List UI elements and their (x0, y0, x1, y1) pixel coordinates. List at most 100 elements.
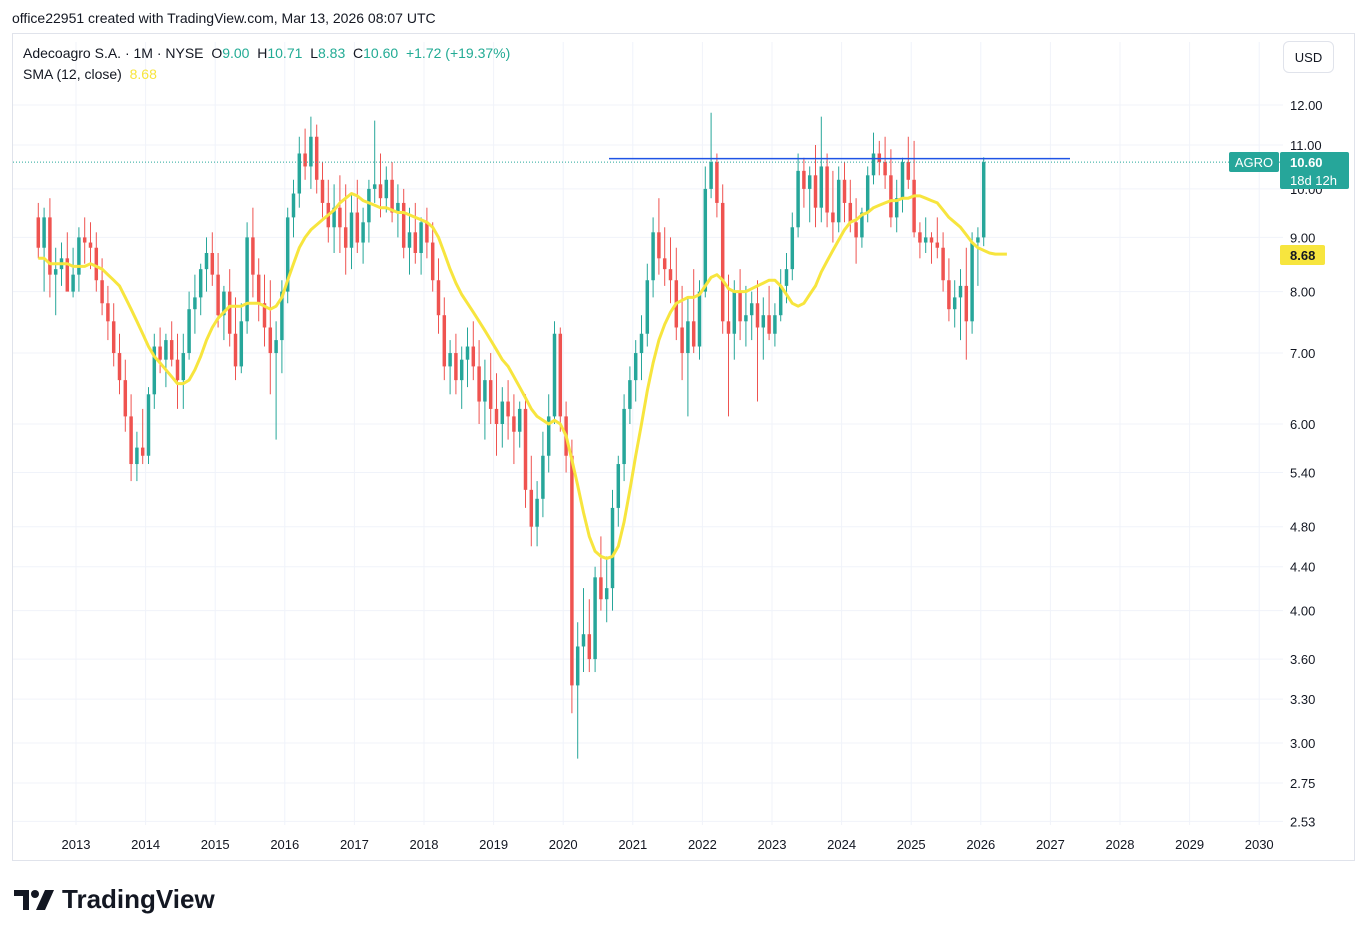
candle-body (106, 303, 110, 322)
candle-body (367, 188, 371, 223)
y-tick-label: 7.00 (1290, 346, 1315, 361)
time-axis[interactable]: 2013 2014 2015 2016 2017 2018 2019 2020 2021 2022… (62, 837, 1274, 852)
candle-body (198, 269, 203, 298)
indicator-legend[interactable]: SMA (12, close) 8.68 (23, 66, 157, 82)
candle-body (146, 394, 151, 456)
candle-body (239, 321, 244, 367)
candle-body (720, 202, 725, 322)
candle-body (831, 212, 835, 223)
candle-body (425, 222, 429, 243)
candle-body (396, 202, 400, 213)
candle-body (506, 401, 510, 417)
candle-body (181, 353, 186, 381)
candle-body (680, 327, 684, 354)
candle-body (500, 401, 505, 424)
created-by-line: office22951 created with TradingView.com… (12, 10, 436, 26)
candle-body (651, 232, 655, 281)
candle-body (668, 269, 673, 281)
x-tick-label: 2027 (1036, 837, 1065, 852)
candle-body (802, 170, 806, 189)
candle-body (53, 269, 58, 275)
candle-body (593, 577, 597, 660)
y-tick-label: 5.40 (1290, 465, 1315, 480)
ticker-tag-bg (1229, 152, 1279, 172)
candle-body (877, 153, 882, 163)
candle-body (175, 359, 180, 381)
candle-body (94, 247, 99, 281)
candle-body (929, 237, 934, 243)
candle-body (639, 333, 644, 354)
candle-body (378, 184, 383, 199)
candle-body (790, 227, 795, 270)
symbol-legend[interactable]: Adecoagro S.A. · 1M · NYSE O9.00 H10.71 … (23, 45, 510, 61)
high-label: H (257, 45, 268, 61)
candle-body (709, 162, 713, 189)
candle-body (100, 280, 104, 304)
candle-body (941, 247, 945, 281)
candle-body (135, 447, 139, 465)
candle-body (222, 291, 226, 316)
candle-body (616, 464, 621, 508)
candle-body (129, 416, 133, 465)
candle-body (976, 237, 980, 243)
candle-body (552, 333, 557, 417)
candle-body (152, 346, 157, 395)
candle-body (169, 340, 174, 360)
candle-body (187, 309, 191, 354)
price-axis[interactable]: 12.0011.0010.009.008.007.006.005.404.804… (1290, 98, 1323, 829)
candle-body (338, 207, 342, 228)
candle-body (442, 315, 447, 367)
x-tick-label: 2030 (1245, 837, 1274, 852)
open-label: O (211, 45, 223, 61)
candle-body (848, 202, 853, 223)
candle-body (285, 217, 290, 292)
candle-body (407, 232, 412, 248)
candle-body (512, 416, 516, 432)
candle-body (251, 237, 255, 275)
candle-body (158, 346, 162, 360)
x-tick-label: 2023 (758, 837, 787, 852)
candle-body (123, 380, 128, 417)
candle-body (819, 166, 824, 208)
y-tick-label: 2.75 (1290, 776, 1315, 791)
candle-body (535, 498, 539, 527)
last-price-tag-bg (1280, 152, 1349, 189)
x-tick-label: 2013 (62, 837, 91, 852)
candle-body (558, 333, 563, 417)
x-tick-label: 2021 (618, 837, 647, 852)
candle-body (117, 353, 122, 381)
candle-body (784, 269, 789, 286)
tradingview-logo-icon (14, 889, 54, 910)
currency-button[interactable]: USD (1283, 41, 1334, 73)
chart-frame (12, 33, 1355, 861)
countdown-tag: 18d 12h (1290, 173, 1337, 188)
candle-body (454, 353, 458, 381)
candle-body (210, 252, 215, 275)
candle-body (732, 291, 737, 334)
sma-value: 8.68 (129, 66, 157, 82)
symbol-title: Adecoagro S.A. · 1M · NYSE (23, 45, 204, 61)
y-tick-label: 9.00 (1290, 230, 1315, 245)
candle-body (570, 455, 574, 686)
candle-body (268, 327, 273, 354)
tradingview-logo[interactable]: TradingView (14, 884, 215, 915)
candle-body (343, 227, 348, 248)
low-value: 8.83 (317, 45, 346, 61)
candle-body (749, 303, 754, 316)
candle-body (697, 291, 702, 347)
candle-body (314, 136, 319, 180)
candle-body (918, 232, 922, 243)
candle-body (575, 646, 580, 686)
candle-body (935, 242, 940, 248)
candle-body (947, 280, 951, 310)
candle-body (796, 170, 800, 228)
x-tick-label: 2015 (201, 837, 230, 852)
candle-body (964, 285, 969, 322)
candle-body (958, 285, 963, 298)
x-tick-label: 2026 (966, 837, 995, 852)
candle-body (738, 291, 742, 322)
y-tick-label: 8.00 (1290, 285, 1315, 300)
candle-body (587, 634, 592, 660)
x-tick-label: 2019 (479, 837, 508, 852)
